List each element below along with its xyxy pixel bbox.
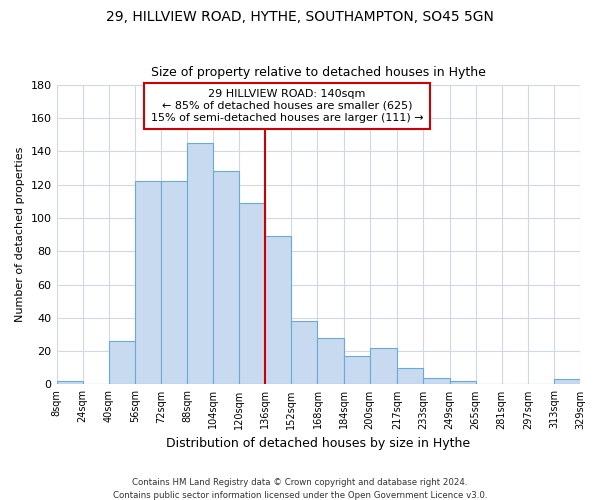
Bar [265,236,292,384]
Title: Size of property relative to detached houses in Hythe: Size of property relative to detached ho… [151,66,486,80]
Bar [239,203,265,384]
Y-axis label: Number of detached properties: Number of detached properties [15,147,25,322]
Bar [135,182,161,384]
Bar [554,380,580,384]
Bar [397,368,424,384]
Text: 29 HILLVIEW ROAD: 140sqm
← 85% of detached houses are smaller (625)
15% of semi-: 29 HILLVIEW ROAD: 140sqm ← 85% of detach… [151,90,423,122]
Bar [449,381,476,384]
Bar [292,321,317,384]
Text: Contains HM Land Registry data © Crown copyright and database right 2024.
Contai: Contains HM Land Registry data © Crown c… [113,478,487,500]
Bar [424,378,449,384]
Bar [187,143,213,384]
Bar [56,381,83,384]
Bar [161,182,187,384]
Text: 29, HILLVIEW ROAD, HYTHE, SOUTHAMPTON, SO45 5GN: 29, HILLVIEW ROAD, HYTHE, SOUTHAMPTON, S… [106,10,494,24]
Bar [213,172,239,384]
Bar [317,338,344,384]
Bar [370,348,397,385]
X-axis label: Distribution of detached houses by size in Hythe: Distribution of detached houses by size … [166,437,470,450]
Bar [109,341,135,384]
Bar [344,356,370,384]
